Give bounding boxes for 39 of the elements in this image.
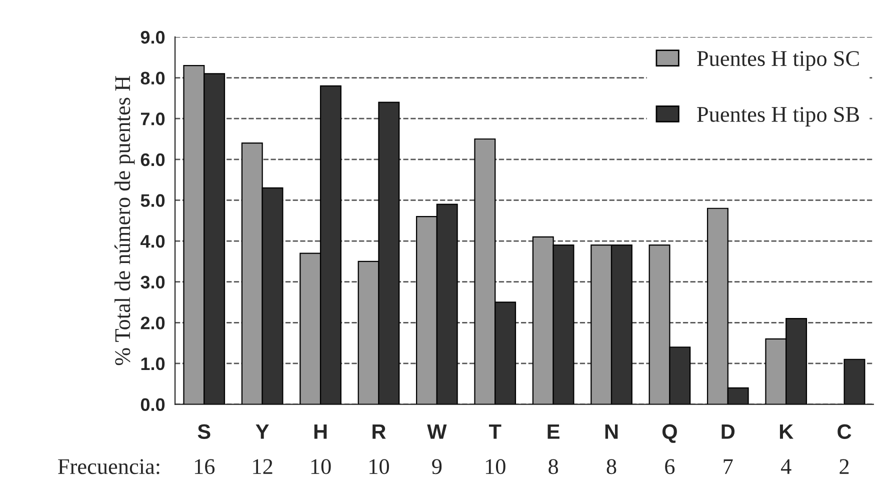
- y-tick-label: 1.0: [141, 357, 165, 370]
- x-tick-label: T: [488, 424, 502, 439]
- y-tick-label: 0.0: [140, 398, 165, 411]
- legend-label: Puentes H tipo SB: [697, 106, 859, 126]
- text: 10: [370, 459, 389, 474]
- text: 16: [194, 459, 215, 474]
- y-tick-label: 5.0: [140, 194, 165, 207]
- x-tick-label: Y: [256, 424, 269, 439]
- x-tick-label: D: [722, 424, 735, 439]
- y-tick-label: 8.0: [140, 72, 165, 85]
- legend-label: Puentes H tipo SC: [697, 51, 859, 71]
- y-tick-label: 2.0: [140, 316, 165, 330]
- text: Frecuencia:: [58, 459, 160, 474]
- y-tick-label: 7.0: [140, 112, 165, 126]
- text: 12: [253, 459, 272, 474]
- y-tick-label: 9.0: [140, 30, 165, 44]
- x-tick-label: C: [838, 424, 852, 440]
- x-tick-label: Q: [662, 424, 677, 443]
- text: 9: [432, 459, 442, 474]
- text: 2: [840, 459, 849, 474]
- x-tick-label: R: [372, 424, 386, 439]
- x-tick-label: W: [427, 424, 447, 439]
- y-tick-label: 4.0: [140, 234, 165, 248]
- bar: [844, 358, 866, 404]
- text: 4: [780, 459, 792, 474]
- x-tick-label: K: [780, 424, 794, 439]
- y-tick-label: 3.0: [140, 276, 165, 289]
- x-tick-label: E: [548, 424, 560, 439]
- x-tick-label: N: [605, 424, 618, 439]
- y-axis-title: % Total de número de puentes H: [114, 76, 135, 366]
- text: 8: [606, 459, 616, 474]
- text: 6: [665, 459, 675, 474]
- text: 8: [548, 459, 558, 474]
- y-tick-label: 6.0: [140, 153, 165, 166]
- text: 7: [724, 459, 733, 474]
- x-tick-label: S: [198, 424, 210, 440]
- x-tick-label: H: [314, 424, 327, 439]
- text: 10: [311, 459, 331, 474]
- text: 10: [486, 459, 506, 474]
